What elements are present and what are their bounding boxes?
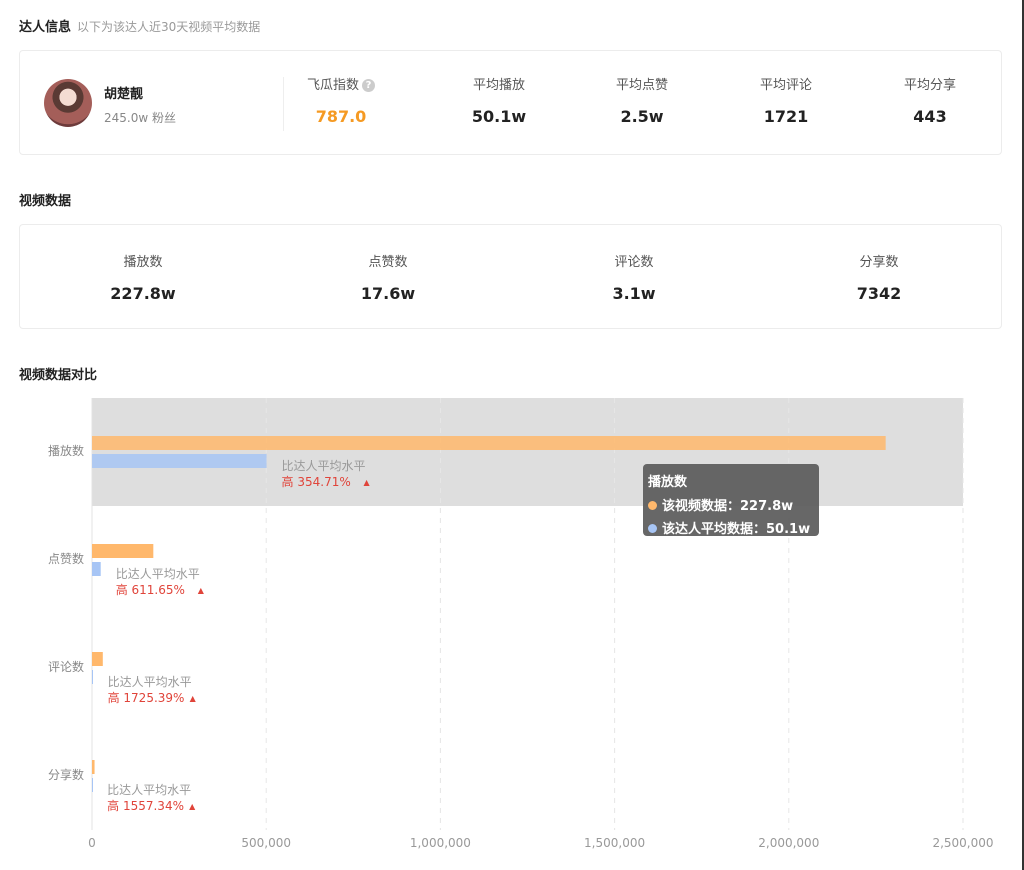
- stat-avg-shares: 平均分享 443: [860, 77, 1000, 126]
- annotation-label: 比达人平均水平: [108, 675, 192, 689]
- comparison-bar-chart: 0 500,000 1,000,000 1,500,000 2,000,000 2,500…: [48, 398, 994, 850]
- stat-value: 50.1w: [471, 107, 527, 126]
- stat-avg-likes: 平均点赞 2.5w: [572, 77, 712, 126]
- bar-average: [92, 778, 93, 792]
- tooltip-row-label: 该视频数据：227.8w: [662, 499, 794, 514]
- video-stat-shares: 分享数 7342: [809, 251, 949, 303]
- influencer-name[interactable]: 胡楚靓: [104, 87, 144, 102]
- stat-value: 1721: [763, 107, 809, 126]
- bar-video: [92, 652, 103, 666]
- video-stat-value: 3.1w: [612, 284, 656, 303]
- stat-value: 2.5w: [620, 107, 664, 126]
- annotation-percent: 高 611.65%: [116, 582, 185, 597]
- influencer-section-title: 达人信息 以下为该达人近30天视频平均数据: [19, 16, 260, 35]
- video-stat-plays: 播放数 227.8w: [73, 251, 213, 303]
- video-section-title: 视频数据: [19, 194, 72, 209]
- tooltip-row-video: 该视频数据：227.8w: [648, 495, 814, 514]
- x-tick-label: 1,500,000: [584, 836, 645, 850]
- annotation-percent: 高 354.71%: [282, 474, 351, 489]
- tooltip-title: 播放数: [648, 475, 688, 490]
- y-category-label: 点赞数: [48, 551, 84, 566]
- x-tick-label: 2,500,000: [932, 836, 993, 850]
- chart-tooltip: 播放数 该视频数据：227.8w 该达人平均数据：50.1w: [643, 464, 819, 537]
- up-arrow-icon: ▲: [198, 586, 205, 595]
- up-arrow-icon: ▲: [364, 478, 371, 487]
- video-stat-likes: 点赞数 17.6w: [318, 251, 458, 303]
- window-edge: [1022, 0, 1024, 870]
- stat-feigua-index: 飞瓜指数? 787.0: [271, 77, 411, 126]
- bar-video: [92, 436, 886, 450]
- x-tick-label: 2,000,000: [758, 836, 819, 850]
- compare-section-title: 视频数据对比: [19, 368, 98, 383]
- video-stat-value: 227.8w: [110, 284, 176, 303]
- up-arrow-icon: ▲: [189, 802, 196, 811]
- x-tick-label: 0: [88, 836, 96, 850]
- bar-average: [92, 670, 93, 684]
- bar-video: [92, 760, 95, 774]
- stat-label: 飞瓜指数: [306, 78, 359, 93]
- video-stat-value: 17.6w: [360, 284, 416, 303]
- video-stat-label: 点赞数: [368, 255, 408, 270]
- bar-video: [92, 544, 154, 558]
- highlight-band: [92, 398, 963, 506]
- x-tick-label: 500,000: [241, 836, 291, 850]
- tooltip-row-label: 该达人平均数据：50.1w: [662, 522, 811, 537]
- influencer-card: 胡楚靓 245.0w 粉丝 飞瓜指数? 787.0 平均播放 50.1w 平均点…: [19, 50, 1002, 155]
- annotation-label: 比达人平均水平: [107, 783, 191, 797]
- annotation-percent: 高 1557.34%: [107, 798, 184, 813]
- bar-average: [92, 454, 267, 468]
- stat-label: 平均点赞: [615, 78, 668, 93]
- y-category-label: 播放数: [48, 443, 84, 458]
- stat-avg-plays: 平均播放 50.1w: [429, 77, 569, 126]
- video-stat-value: 7342: [856, 284, 902, 303]
- legend-dot-average: [648, 524, 657, 533]
- video-stat-comments: 评论数 3.1w: [564, 251, 704, 303]
- avatar[interactable]: [44, 79, 92, 127]
- stat-label: 平均分享: [903, 78, 956, 93]
- influencer-section-heading: 达人信息: [19, 20, 72, 35]
- x-tick-label: 1,000,000: [410, 836, 471, 850]
- up-arrow-icon: ▲: [190, 694, 197, 703]
- bar-average: [92, 562, 101, 576]
- profile-divider: [283, 77, 284, 131]
- video-card: 播放数 227.8w 点赞数 17.6w 评论数 3.1w 分享数 7342: [19, 224, 1002, 329]
- legend-dot-video: [648, 501, 657, 510]
- help-icon[interactable]: ?: [362, 79, 375, 92]
- stat-label: 平均播放: [472, 78, 525, 93]
- video-stat-label: 分享数: [859, 255, 899, 270]
- annotation-label: 比达人平均水平: [282, 459, 366, 473]
- fans-count: 245.0w 粉丝: [104, 111, 176, 125]
- video-stat-label: 评论数: [614, 255, 654, 270]
- stat-label: 平均评论: [759, 78, 812, 93]
- stat-value: 787.0: [315, 107, 367, 126]
- video-stat-label: 播放数: [123, 255, 163, 270]
- y-category-label: 分享数: [48, 767, 84, 782]
- annotation-percent: 高 1725.39%: [108, 690, 185, 705]
- stat-value: 443: [913, 107, 947, 126]
- y-category-label: 评论数: [48, 659, 84, 674]
- stat-avg-comments: 平均评论 1721: [716, 77, 856, 126]
- influencer-section-subtitle: 以下为该达人近30天视频平均数据: [77, 20, 261, 34]
- tooltip-row-average: 该达人平均数据：50.1w: [648, 518, 814, 537]
- annotation-label: 比达人平均水平: [116, 567, 200, 581]
